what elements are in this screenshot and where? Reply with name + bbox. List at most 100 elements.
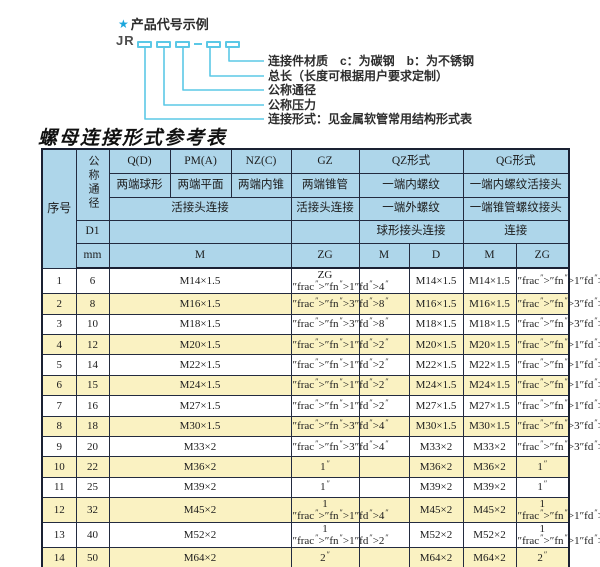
seq-cell: 6: [41, 374, 77, 397]
m-cell: M27×1.5: [108, 395, 292, 417]
seq-cell: 2: [41, 293, 77, 315]
empty-cell: [290, 219, 360, 244]
m-cell: M45×2: [108, 497, 292, 524]
dn-cell: 32: [75, 497, 110, 524]
qz-d-cell: M18×1.5: [408, 313, 464, 335]
m-cell: M20×1.5: [108, 333, 292, 356]
joint-left-label: 活接头连接: [108, 196, 292, 221]
qz-d-cell: M27×1.5: [408, 395, 464, 417]
desc-pm: 两端平面: [169, 172, 232, 198]
seq-cell: 5: [41, 354, 77, 376]
table-title: 螺母连接形式参考表: [38, 127, 228, 149]
table-row: 818M30×1.5″frac″>″fn″>3″fd″>4″M30×1.5M30…: [41, 415, 600, 437]
zg-cell: ″frac″>″fn″>3″fd″>8″: [290, 313, 389, 335]
qg-zg-cell: ″frac″>″fn″>3″fd″>4″: [515, 415, 600, 437]
code-legend: 连接件材质 c：为碳钢 b：为不锈钢 总长（长度可根据用户要求定制） 公称通径 …: [268, 54, 474, 127]
seq-cell: 4: [41, 333, 77, 356]
table-row: 920M33×2″frac″>″fn″>3″fd″>4″M33×2M33×2″f…: [41, 435, 600, 458]
qg-zg-cell: 1″: [515, 456, 570, 478]
qg-m-cell: M30×1.5: [462, 415, 517, 437]
qz-d-cell: M64×2: [408, 547, 464, 567]
qz-m-cell: [358, 547, 410, 567]
zg-cell: 1″: [290, 456, 360, 478]
d1-label: D1: [75, 219, 110, 244]
m-cell: M36×2: [108, 456, 292, 478]
table-row: 514M22×1.5″frac″>″fn″>1″fd″>2″M22×1.5M22…: [41, 354, 600, 376]
empty-cell: [108, 219, 292, 244]
qg-m-cell: M22×1.5: [462, 354, 517, 376]
dn-cell: 6: [75, 267, 110, 295]
qg-m-cell: M33×2: [462, 435, 517, 458]
qg-m-cell: M36×2: [462, 456, 517, 478]
code-box: [137, 40, 152, 48]
qg-m-cell: M45×2: [462, 497, 517, 524]
qg-m-cell: M20×1.5: [462, 333, 517, 356]
qz-d-cell: M33×2: [408, 435, 464, 458]
qz-m-cell: [358, 313, 410, 335]
zg-cell: ″frac″>″fn″>3″fd″>4″: [290, 415, 389, 437]
qz-d-cell: M20×1.5: [408, 333, 464, 356]
qg-zg-cell: ″frac″>″fn″>3″fd″>8″: [515, 293, 600, 315]
col-header-gz: GZ: [290, 148, 360, 174]
qg-zg-cell: ″frac″>″fn″>1″fd″>4″: [515, 267, 600, 295]
seq-cell: 11: [41, 476, 77, 499]
zg-cell: 2″: [290, 547, 360, 567]
dn-cell: 14: [75, 354, 110, 376]
qg-m-cell: M52×2: [462, 522, 517, 549]
qg-zg-cell: ″frac″>″fn″>1″fd″>2″: [515, 333, 600, 356]
qz-d-cell: M45×2: [408, 497, 464, 524]
desc-qg-row3: 一端锥管螺纹接头: [462, 196, 570, 221]
col-header-qz: QZ形式: [358, 148, 464, 174]
qg-zg-cell: 1″: [515, 476, 570, 499]
unit-zg-qg: ZG: [515, 242, 570, 269]
dn-cell: 10: [75, 313, 110, 335]
zg-cell: 1″: [290, 476, 360, 499]
dn-cell: 12: [75, 333, 110, 356]
table-row: 310M18×1.5″frac″>″fn″>3″fd″>8″M18×1.5M18…: [41, 313, 600, 335]
seq-cell: 9: [41, 435, 77, 458]
qz-m-cell: [358, 522, 410, 549]
qg-zg-cell: 1 ″frac″>″fn″>1″fd″>2″: [515, 522, 600, 549]
zg-cell: ″frac″>″fn″>1″fd″>2″: [290, 395, 389, 417]
qz-d-cell: M39×2: [408, 476, 464, 499]
qz-d-cell: M22×1.5: [408, 354, 464, 376]
qg-zg-cell: 2″: [515, 547, 570, 567]
star-icon: ★: [118, 16, 129, 31]
col-header-nz: NZ(C): [230, 148, 292, 174]
seq-cell: 14: [41, 547, 77, 567]
table-row: 11 25 M39×2 1″ M39×2 M39×2 1″: [41, 476, 570, 499]
qg-m-cell: M27×1.5: [462, 395, 517, 417]
qg-zg-cell: ″frac″>″fn″>1″fd″>2″: [515, 374, 600, 397]
col-header-seq: 序号: [41, 148, 77, 269]
seq-cell: 12: [41, 497, 77, 524]
qz-d-cell: M14×1.5: [408, 267, 464, 295]
dn-cell: 15: [75, 374, 110, 397]
qg-zg-cell: ″frac″>″fn″>3″fd″>4″: [515, 435, 600, 458]
dn-cell: 50: [75, 547, 110, 567]
qz-m-cell: [358, 456, 410, 478]
qz-m-cell: [358, 476, 410, 499]
qz-m-cell: [358, 415, 410, 437]
code-box: [206, 40, 221, 48]
desc-qg-row4: 连接: [462, 219, 570, 244]
dn-cell: 40: [75, 522, 110, 549]
qz-m-cell: [358, 267, 410, 295]
desc-qg-row2: 一端内螺纹活接头: [462, 172, 570, 198]
product-code-example-heading: ★ 产品代号示例: [118, 14, 209, 33]
seq-vertical-label: 序号: [47, 201, 72, 216]
dash-separator: [194, 43, 202, 45]
qz-d-cell: M36×2: [408, 456, 464, 478]
zg-cell: ″frac″>″fn″>1″fd″>2″: [290, 374, 389, 397]
unit-m-qg: M: [462, 242, 517, 269]
table-row: 28M16×1.5″frac″>″fn″>3″fd″>8″M16×1.5M16×…: [41, 293, 600, 315]
seq-cell: 1: [41, 267, 77, 295]
m-cell: M64×2: [108, 547, 292, 567]
code-boxes: [137, 40, 240, 48]
unit-m-left: M: [108, 242, 292, 269]
dn-cell: 20: [75, 435, 110, 458]
qg-m-cell: M64×2: [462, 547, 517, 567]
